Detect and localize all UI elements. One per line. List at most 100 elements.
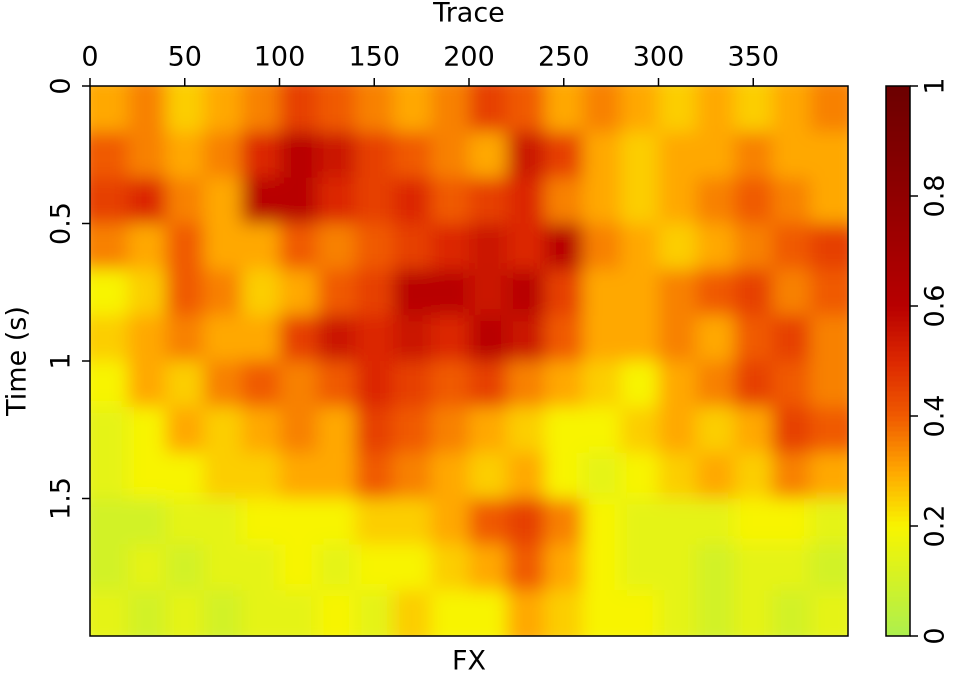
heatmap-cell — [241, 315, 280, 362]
y-tick-label: 0.5 — [46, 202, 77, 245]
colorbar-swatch — [886, 156, 910, 162]
heatmap-cell — [506, 269, 546, 316]
heatmap-cell — [393, 86, 432, 133]
colorbar-swatch — [886, 356, 910, 362]
heatmap-cell — [127, 360, 167, 408]
colorbar-swatch — [886, 351, 910, 357]
x-axis-label: Trace — [432, 0, 505, 29]
heatmap-cell — [658, 360, 697, 408]
colorbar-swatch — [886, 171, 910, 177]
heatmap-cell — [469, 86, 508, 133]
heatmap-cell — [241, 269, 280, 316]
heatmap-cell — [506, 406, 546, 454]
heatmap-cell — [772, 131, 811, 179]
heatmap-cell — [90, 590, 129, 636]
heatmap-cell — [469, 315, 508, 362]
colorbar-swatch — [886, 406, 910, 412]
colorbar-swatch — [886, 301, 910, 307]
heatmap-cell — [317, 406, 356, 454]
colorbar-tick-label: 0.6 — [920, 285, 951, 328]
heatmap-cell — [317, 131, 356, 179]
heatmap-cell — [544, 86, 584, 133]
heatmap-cell — [203, 86, 243, 133]
heatmap-cell — [582, 86, 622, 133]
colorbar-swatch — [886, 286, 910, 292]
heatmap-cell — [620, 498, 659, 545]
colorbar-swatch — [886, 426, 910, 432]
heatmap-cell — [810, 498, 848, 545]
colorbar-swatch — [886, 136, 910, 142]
heatmap-cell — [279, 498, 318, 545]
heatmap-cell — [241, 131, 280, 179]
heatmap-cell — [772, 498, 811, 545]
heatmap-cell — [734, 223, 773, 270]
heatmap-cell — [658, 86, 697, 133]
heatmap-cell — [165, 406, 205, 454]
heatmap-cell — [355, 544, 394, 591]
heatmap-cell — [772, 315, 811, 362]
heatmap-cell — [241, 406, 280, 454]
heatmap-cell — [431, 223, 470, 270]
colorbar-swatch — [886, 296, 910, 302]
colorbar-swatch — [886, 441, 910, 447]
heatmap-cell — [127, 315, 167, 362]
colorbar-swatch — [886, 231, 910, 237]
heatmap-cell — [696, 131, 735, 179]
colorbar-swatch — [886, 391, 910, 397]
heatmap-cell — [772, 223, 811, 270]
colorbar-tick-label: 0.8 — [920, 175, 951, 218]
heatmap-cell — [355, 131, 394, 179]
heatmap-cell — [734, 406, 773, 454]
colorbar-swatch — [886, 606, 910, 612]
heatmap-cell — [469, 177, 508, 225]
heatmap-cell — [165, 177, 205, 225]
heatmap-cell — [810, 86, 848, 133]
colorbar-swatch — [886, 101, 910, 107]
colorbar-swatch — [886, 446, 910, 452]
heatmap-cell — [696, 406, 735, 454]
heatmap-cell — [90, 498, 129, 545]
heatmap-cell — [241, 452, 280, 500]
heatmap-cell — [203, 269, 243, 316]
colorbar-swatch — [886, 311, 910, 317]
colorbar-swatch — [886, 466, 910, 472]
heatmap-cell — [165, 223, 205, 270]
colorbar-swatch — [886, 621, 910, 627]
heatmap-cell — [582, 452, 622, 500]
heatmap-cell — [165, 315, 205, 362]
colorbar-tick-label: 0.4 — [920, 395, 951, 438]
colorbar-swatch — [886, 501, 910, 507]
heatmap-cell — [469, 590, 508, 636]
colorbar-swatch — [886, 366, 910, 372]
heatmap-cell — [620, 269, 659, 316]
heatmap-cell — [620, 590, 659, 636]
heatmap-cell — [734, 498, 773, 545]
x-tick-label: 150 — [348, 42, 400, 73]
heatmap-cell — [734, 315, 773, 362]
colorbar-swatch — [886, 476, 910, 482]
colorbar-swatch — [886, 456, 910, 462]
heatmap-cell — [506, 590, 546, 636]
heatmap-cell — [317, 590, 356, 636]
heatmap-cell — [393, 269, 432, 316]
colorbar-swatch — [886, 361, 910, 367]
heatmap-cell — [506, 360, 546, 408]
colorbar-tick-label: 1 — [920, 77, 951, 94]
heatmap-cell — [506, 498, 546, 545]
heatmap-cell — [279, 86, 318, 133]
colorbar-swatch — [886, 216, 910, 222]
heatmap-cell — [620, 177, 659, 225]
heatmap-cell — [658, 590, 697, 636]
x-tick-label: 350 — [727, 42, 779, 73]
heatmap-cell — [810, 590, 848, 636]
colorbar-swatch — [886, 206, 910, 212]
colorbar-swatch — [886, 111, 910, 117]
colorbar-swatch — [886, 506, 910, 512]
heatmap-cell — [582, 177, 622, 225]
heatmap-cell — [203, 452, 243, 500]
colorbar-swatch — [886, 496, 910, 502]
colorbar-swatch — [886, 581, 910, 587]
heatmap-cell — [696, 315, 735, 362]
heatmap-cell — [203, 544, 243, 591]
heatmap-cell — [544, 223, 584, 270]
